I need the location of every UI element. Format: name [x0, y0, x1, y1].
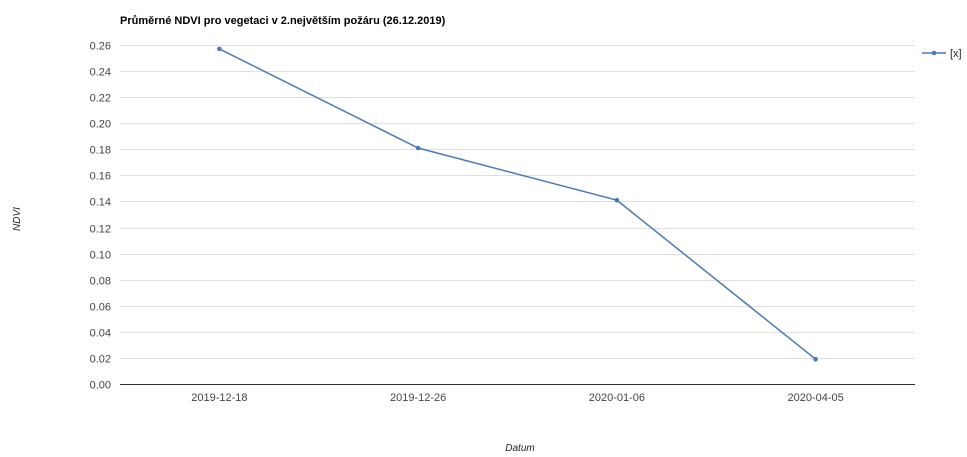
series-layer — [217, 46, 818, 362]
y-tick-label: 0.12 — [90, 224, 111, 236]
y-tick-label: 0.00 — [90, 380, 111, 392]
x-axis-ticks: 2019-12-18 2019-12-26 2020-01-06 2020-04-05 — [191, 392, 844, 404]
y-tick-label: 0.02 — [90, 354, 111, 366]
data-point[interactable] — [217, 46, 222, 52]
chart-title: Průměrné NDVI pro vegetaci v 2.největším… — [120, 15, 446, 27]
legend-label: [x] — [950, 48, 962, 60]
y-tick-label: 0.10 — [90, 250, 111, 262]
series-line — [219, 48, 817, 360]
x-tick-label: 2019-12-18 — [191, 392, 247, 404]
data-point[interactable] — [813, 356, 818, 362]
y-tick-label: 0.04 — [90, 328, 111, 340]
y-tick-label: 0.16 — [90, 171, 111, 183]
y-tick-label: 0.22 — [90, 93, 111, 105]
x-axis-title: Datum — [505, 443, 534, 452]
y-tick-label: 0.26 — [90, 41, 111, 53]
x-tick-label: 2020-04-05 — [787, 392, 843, 404]
y-tick-label: 0.14 — [90, 197, 111, 209]
y-tick-label: 0.24 — [90, 67, 111, 79]
legend[interactable]: [x] — [922, 48, 962, 60]
y-tick-label: 0.18 — [90, 145, 111, 157]
gridlines — [120, 45, 915, 385]
y-axis-ticks: 0.00 0.02 0.04 0.06 0.08 0.10 0.12 0.14 0.16 0.18… — [90, 41, 111, 392]
data-point[interactable] — [614, 197, 620, 203]
data-point[interactable] — [415, 145, 421, 151]
y-tick-label: 0.06 — [90, 302, 111, 314]
y-axis-title: NDVI — [12, 207, 23, 231]
legend-marker-icon — [931, 50, 937, 56]
y-tick-label: 0.20 — [90, 119, 111, 131]
x-tick-label: 2019-12-26 — [390, 392, 446, 404]
y-tick-label: 0.08 — [90, 276, 111, 288]
x-tick-label: 2020-01-06 — [589, 392, 645, 404]
